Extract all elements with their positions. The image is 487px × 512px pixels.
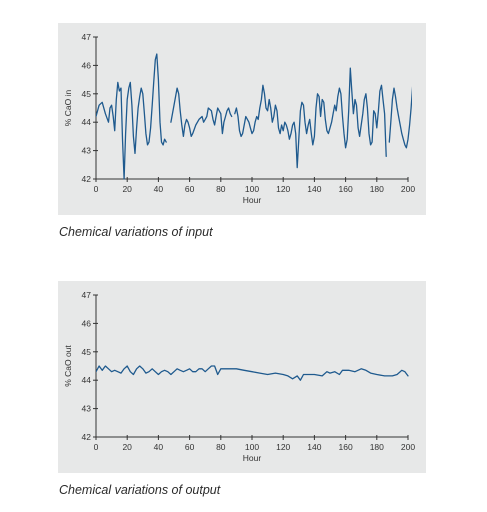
input-chart-y-tick-label: 42 — [82, 174, 92, 184]
input-chart-x-tick-label: 40 — [154, 184, 164, 194]
input-chart-x-tick-label: 200 — [401, 184, 415, 194]
input-chart-y-tick-label: 43 — [82, 146, 92, 156]
output-chart-x-axis-title: Hour — [243, 453, 262, 463]
input-chart-x-tick-label: 180 — [370, 184, 384, 194]
output-chart-y-tick-label: 42 — [82, 432, 92, 442]
input-chart-y-tick-label: 45 — [82, 89, 92, 99]
input-chart: 42 43 44 45 46 47 0 20 40 60 80 100 120 140 160 180 200 H… — [63, 32, 415, 205]
output-chart-series-line-segment — [96, 365, 409, 381]
input-chart-x-axis-title: Hour — [243, 195, 262, 205]
output-chart-x-tick-label: 60 — [185, 442, 195, 452]
input-chart-x-tick-label: 160 — [339, 184, 353, 194]
input-chart-y-axis-title: % CaO in — [63, 90, 73, 127]
output-chart-y-tick-label: 44 — [82, 375, 92, 385]
output-chart-caption: Chemical variations of output — [59, 483, 221, 497]
input-chart-y-tick-label: 46 — [82, 60, 92, 70]
input-chart-x-tick-label: 60 — [185, 184, 195, 194]
input-chart-x-tick-label: 20 — [122, 184, 132, 194]
output-chart-y-tick-label: 43 — [82, 404, 92, 414]
output-chart-x-tick-label: 160 — [339, 442, 353, 452]
output-chart-x-tick-label: 120 — [276, 442, 290, 452]
input-chart-x-tick-label: 80 — [216, 184, 226, 194]
output-chart-x-tick-label: 0 — [94, 442, 99, 452]
input-chart-x-tick-label: 100 — [245, 184, 259, 194]
input-chart-series-line-segment — [170, 87, 233, 138]
output-chart: 42 43 44 45 46 47 0 20 40 60 80 100 120 140 160 180 200 H… — [63, 290, 415, 463]
output-chart-x-tick-label: 180 — [370, 442, 384, 452]
output-chart-y-tick-label: 45 — [82, 347, 92, 357]
output-chart-y-tick-label: 46 — [82, 318, 92, 328]
input-chart-caption: Chemical variations of input — [59, 225, 213, 239]
input-chart-y-tick-label: 47 — [82, 32, 92, 42]
output-chart-x-tick-label: 80 — [216, 442, 226, 452]
input-chart-x-tick-label: 140 — [307, 184, 321, 194]
input-chart-series-line-segment — [388, 85, 412, 149]
input-chart-x-tick-label: 120 — [276, 184, 290, 194]
input-chart-y-tick-label: 44 — [82, 117, 92, 127]
input-chart-x-tick-label: 0 — [94, 184, 99, 194]
output-chart-x-tick-label: 100 — [245, 442, 259, 452]
output-chart-x-tick-label: 140 — [307, 442, 321, 452]
output-chart-y-tick-label: 47 — [82, 290, 92, 300]
output-chart-x-tick-label: 20 — [122, 442, 132, 452]
input-chart-panel: 42 43 44 45 46 47 0 20 40 60 80 100 120 140 160 180 200 H… — [58, 23, 426, 215]
output-chart-panel: 42 43 44 45 46 47 0 20 40 60 80 100 120 140 160 180 200 H… — [58, 281, 426, 473]
input-chart-series-line-segment — [234, 67, 387, 169]
output-chart-x-tick-label: 200 — [401, 442, 415, 452]
output-chart-y-axis-title: % CaO out — [63, 345, 73, 387]
output-chart-x-tick-label: 40 — [154, 442, 164, 452]
input-chart-series-line-segment — [96, 53, 167, 180]
